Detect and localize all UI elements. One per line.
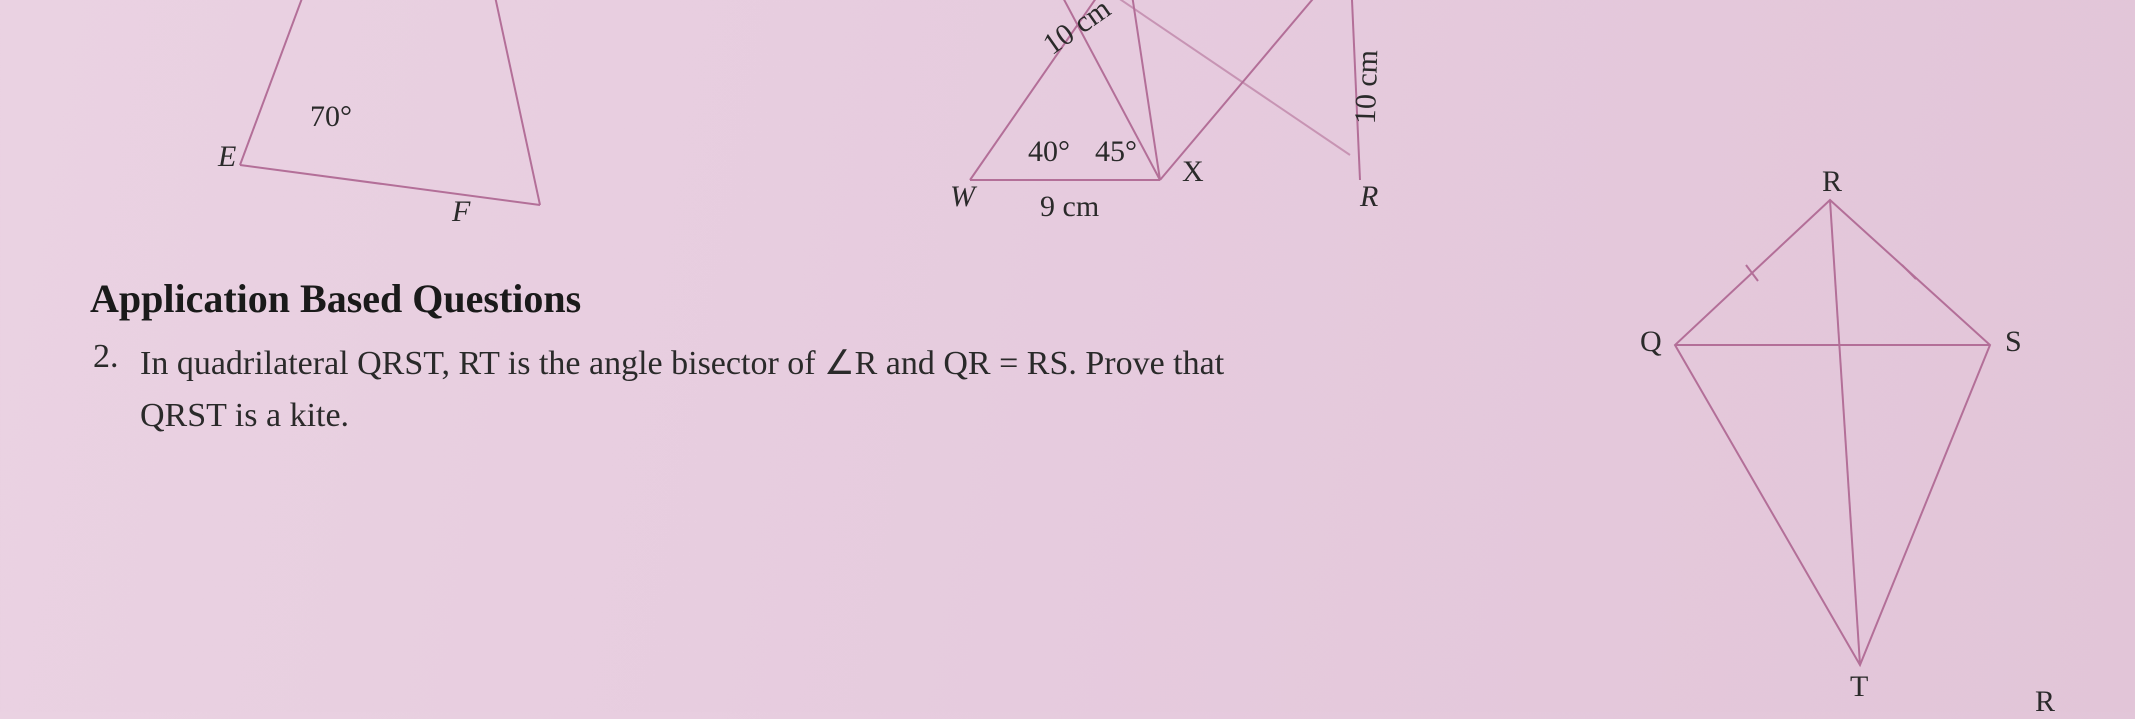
line-E-F [240,165,540,205]
vertex-E-label: E [218,140,236,174]
q-line1-a: In quadrilateral QRST, RT is the angle b… [140,345,824,382]
question-line-2: QRST is a kite. [140,390,349,443]
question-line-1: In quadrilateral QRST, RT is the angle b… [140,338,1550,391]
kite-polygon [1675,200,1990,665]
tick-QR [1746,265,1758,281]
tick-RS [1902,265,1916,279]
kite-R-label: R [1822,165,1842,199]
vertex-R-small-label: R [1360,180,1378,214]
q-line1-angle: ∠R [824,345,877,382]
vertex-X-label: X [1182,155,1204,189]
q-line1-b: and QR = RS. Prove that [877,345,1224,382]
section-heading: Application Based Questions [90,275,581,322]
triangle-left-svg [90,0,690,240]
question-number: 2. [93,338,119,376]
kite-T-label: T [1850,670,1868,704]
side-WX-label: 9 cm [1040,190,1099,224]
kite-diagonal-RT [1830,200,1860,665]
vertex-W-label: W [950,180,975,214]
kite-svg [1560,195,2040,695]
corner-R-label: R [2035,685,2055,719]
triangle-right-svg [910,0,1470,225]
kite-Q-label: Q [1640,325,1662,359]
kite-figure: R Q S T R [1560,195,2040,700]
vertex-F-label: F [452,195,470,229]
angle-W-label: 40° [1028,135,1070,169]
side-top-right-label: 10 cm [1349,49,1386,124]
triangle-left: E F 70° 14 cm 70° [90,0,690,245]
line-F-up [485,0,540,205]
angle-E-label: 70° [310,100,352,134]
line-E-D [240,0,320,165]
angle-X-label: 45° [1095,135,1137,169]
kite-S-label: S [2005,325,2022,359]
triangle-right: W X R 40° 45° 9 cm 10 cm 10 cm [910,0,1470,230]
